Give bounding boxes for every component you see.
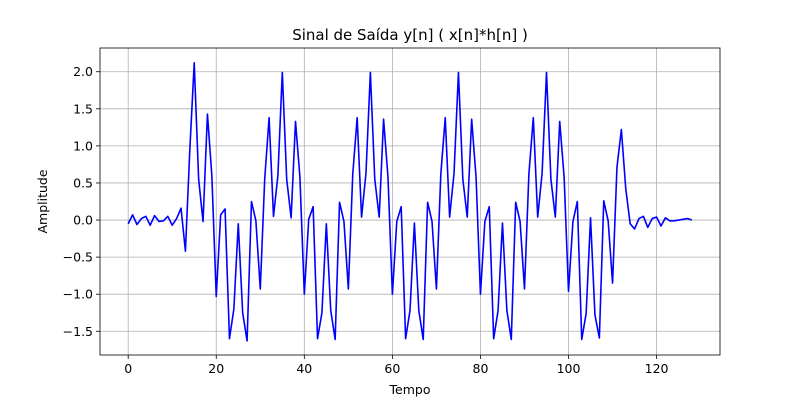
x-tick-label: 0 — [124, 361, 132, 376]
plot-area-frame — [99, 47, 721, 356]
y-tick-label: 1.0 — [73, 138, 93, 153]
plot-lines — [127, 62, 693, 342]
x-axis-label: Tempo — [389, 382, 431, 397]
x-axis-ticks: 0 20 40 60 80 100 120 — [124, 355, 669, 376]
x-tick-label: 100 — [557, 361, 581, 376]
y-tick-label: −1.0 — [63, 287, 93, 302]
x-tick-label: 20 — [208, 361, 224, 376]
signal-line — [127, 62, 693, 342]
y-axis-ticks: −1.5 −1.0 −0.5 0.0 0.5 1.0 1.5 2.0 — [63, 64, 100, 339]
x-tick-label: 60 — [384, 361, 400, 376]
chart-title: Sinal de Saída y[n] ( x[n]*h[n] ) — [292, 26, 528, 44]
y-tick-label: 2.0 — [73, 64, 93, 79]
y-tick-label: 0.0 — [73, 213, 93, 228]
x-tick-label: 120 — [645, 361, 669, 376]
x-tick-label: 80 — [473, 361, 489, 376]
x-tick-label: 40 — [296, 361, 312, 376]
y-axis-label: Amplitude — [35, 169, 50, 233]
y-tick-label: 1.5 — [73, 101, 93, 116]
y-tick-label: −0.5 — [63, 250, 93, 265]
y-tick-label: −1.5 — [63, 324, 93, 339]
y-tick-label: 0.5 — [73, 175, 93, 190]
